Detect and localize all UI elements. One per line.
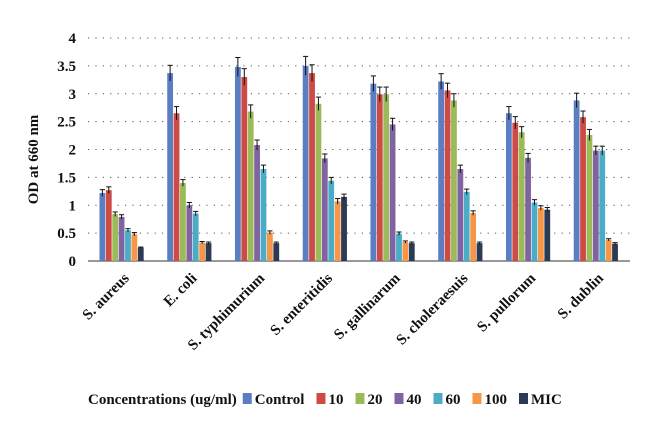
bar	[444, 90, 451, 261]
bar	[105, 190, 112, 261]
legend-label: Control	[255, 392, 305, 408]
bar	[334, 201, 341, 261]
bar	[328, 180, 335, 261]
bar	[586, 135, 593, 261]
x-category-label: S. dublin	[555, 270, 607, 322]
bar	[273, 243, 280, 261]
y-tick-label: 2	[69, 143, 77, 159]
bar	[518, 132, 525, 261]
bar	[438, 81, 445, 261]
x-category-label: S. pullorum	[474, 270, 539, 335]
legend-swatch	[242, 393, 252, 404]
bar	[247, 111, 254, 261]
bar	[396, 233, 402, 261]
y-tick-label: 0.5	[57, 226, 76, 242]
bar	[266, 232, 273, 261]
y-tick-label: 1.5	[57, 170, 76, 186]
legend-label: 20	[367, 392, 382, 408]
bar	[341, 196, 347, 261]
bar	[137, 247, 144, 261]
bar	[470, 213, 477, 261]
bar	[383, 94, 390, 262]
bar	[199, 242, 206, 261]
legend-swatch	[394, 393, 404, 404]
bar	[99, 192, 106, 261]
bar	[321, 158, 328, 261]
legend-label: 10	[328, 392, 343, 408]
bar	[186, 205, 193, 261]
bar	[234, 66, 241, 262]
y-axis-title: OD at 660 nm	[26, 114, 42, 204]
bar	[302, 65, 309, 261]
bar	[605, 239, 612, 261]
bar	[309, 73, 315, 261]
x-category-label: S. enteritidis	[267, 270, 336, 339]
legend: Concentrations (ug/ml) Control 10 20 40 60 10…	[88, 392, 562, 408]
y-tick-label: 3	[69, 87, 77, 103]
bar	[544, 209, 551, 261]
legend-swatch	[316, 393, 326, 404]
y-tick-label: 1	[69, 198, 77, 214]
bar	[205, 243, 212, 261]
bar	[408, 243, 415, 261]
bar	[180, 182, 186, 261]
y-tick-label: 2.5	[57, 115, 76, 131]
bar	[599, 150, 606, 261]
legend-swatch	[433, 393, 443, 404]
y-axis-ticks: 0 0.5 1 1.5 2 2.5 3 3.5 4	[57, 31, 76, 270]
bar	[241, 77, 248, 262]
bar	[260, 169, 267, 261]
bar	[505, 113, 512, 261]
legend-label: 40	[406, 392, 421, 408]
bar	[376, 94, 383, 262]
legend-label: 100	[484, 392, 507, 408]
y-tick-label: 0	[69, 254, 77, 270]
x-category-label: S. choleraesuis	[394, 270, 472, 348]
bar	[370, 83, 377, 261]
bar	[315, 103, 322, 261]
legend-title: Concentrations (ug/ml)	[88, 392, 237, 408]
bar	[173, 113, 180, 261]
bar	[525, 157, 531, 261]
bars-group	[99, 65, 618, 262]
bar	[463, 191, 470, 261]
bar	[118, 216, 125, 261]
bar	[580, 117, 586, 261]
bar	[125, 230, 131, 261]
bar	[402, 242, 409, 261]
bar	[537, 208, 544, 261]
bar	[573, 100, 580, 261]
bar	[192, 213, 199, 261]
x-category-label: S. gallinarum	[331, 270, 404, 343]
bar	[131, 234, 138, 261]
bar	[451, 100, 457, 261]
bar	[476, 243, 483, 261]
bar	[592, 150, 599, 261]
legend-swatch	[355, 393, 365, 404]
y-tick-label: 4	[69, 31, 77, 47]
x-category-label: S. aureus	[80, 270, 133, 323]
bar	[612, 243, 618, 261]
error-bars-group	[99, 55, 618, 249]
bar	[254, 145, 260, 261]
x-category-label: E. coli	[161, 271, 201, 311]
bar	[512, 122, 519, 262]
bar	[389, 124, 396, 261]
legend-label: MIC	[531, 392, 562, 408]
bar	[112, 214, 119, 261]
bar	[457, 169, 464, 261]
legend-swatch	[518, 393, 528, 404]
legend-swatch	[472, 393, 482, 404]
legend-label: 60	[445, 392, 460, 408]
y-tick-label: 3.5	[57, 59, 76, 75]
bar	[531, 202, 538, 261]
bar	[167, 73, 174, 261]
